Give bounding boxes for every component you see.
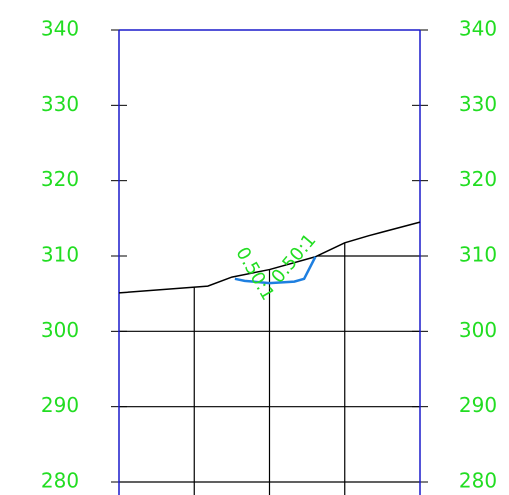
y-tick-label: 280 xyxy=(41,469,79,493)
y-tick-label: 290 xyxy=(41,393,79,417)
y-tick-label-right: 300 xyxy=(459,318,497,342)
ditch-line xyxy=(234,256,317,285)
y-tick-label: 340 xyxy=(41,17,79,41)
y-tick-label-right: 310 xyxy=(459,243,497,267)
y-tick-label: 300 xyxy=(41,318,79,342)
slope-label: 0.50:1 xyxy=(267,230,320,288)
y-tick-label-right: 280 xyxy=(459,469,497,493)
y-tick-label: 310 xyxy=(41,243,79,267)
y-tick-label: 320 xyxy=(41,167,79,191)
y-tick-label: 330 xyxy=(41,92,79,116)
ground-line xyxy=(118,221,421,294)
y-tick-label-right: 330 xyxy=(459,92,497,116)
y-tick-label-right: 290 xyxy=(459,393,497,417)
y-tick-label-right: 340 xyxy=(459,17,497,41)
y-tick-label-right: 320 xyxy=(459,167,497,191)
